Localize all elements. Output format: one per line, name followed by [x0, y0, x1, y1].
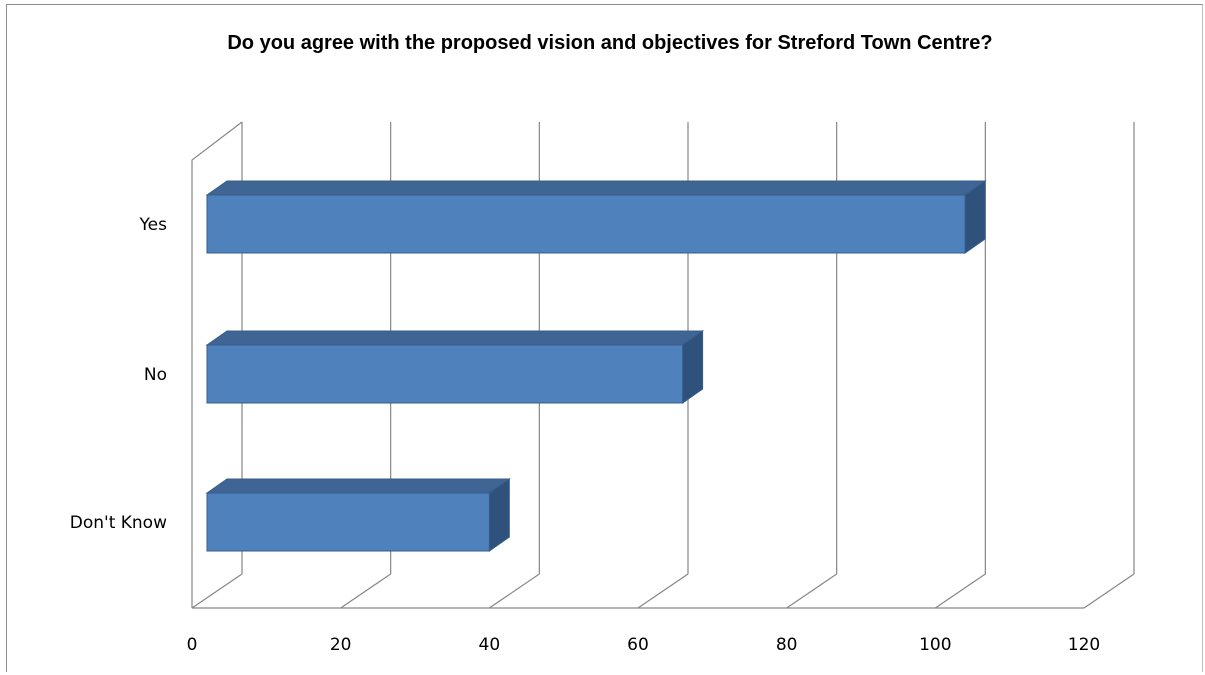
- side-wall: [191, 121, 243, 608]
- category-label: Yes: [139, 215, 168, 235]
- gridline-floor: [340, 573, 392, 609]
- category-label: No: [144, 365, 167, 385]
- bar-top: [205, 180, 987, 196]
- bar: [206, 194, 966, 254]
- x-tick-label: 100: [919, 635, 951, 655]
- x-tick-label: 40: [479, 635, 501, 655]
- bar: [206, 492, 490, 552]
- gridline-floor: [786, 573, 838, 609]
- chart-title: Do you agree with the proposed vision an…: [227, 32, 993, 54]
- x-tick-label: 120: [1068, 635, 1100, 655]
- gridline-floor: [637, 573, 689, 609]
- gridline-floor: [1083, 573, 1135, 609]
- category-label: Don't Know: [70, 513, 167, 533]
- gridline-floor: [488, 573, 540, 609]
- x-tick-label: 0: [187, 635, 198, 655]
- gridline-floor: [191, 573, 243, 609]
- labels-layer: 0 20 40 60 80 100 120 Yes No Don't Know: [70, 215, 1100, 655]
- x-tick-label: 60: [627, 635, 649, 655]
- bar-top: [205, 330, 705, 346]
- gridline-floor: [934, 573, 986, 609]
- x-tick-label: 80: [776, 635, 798, 655]
- bar: [206, 344, 684, 404]
- bar-top: [205, 478, 511, 494]
- bars-layer: [205, 180, 987, 552]
- x-tick-label: 20: [330, 635, 352, 655]
